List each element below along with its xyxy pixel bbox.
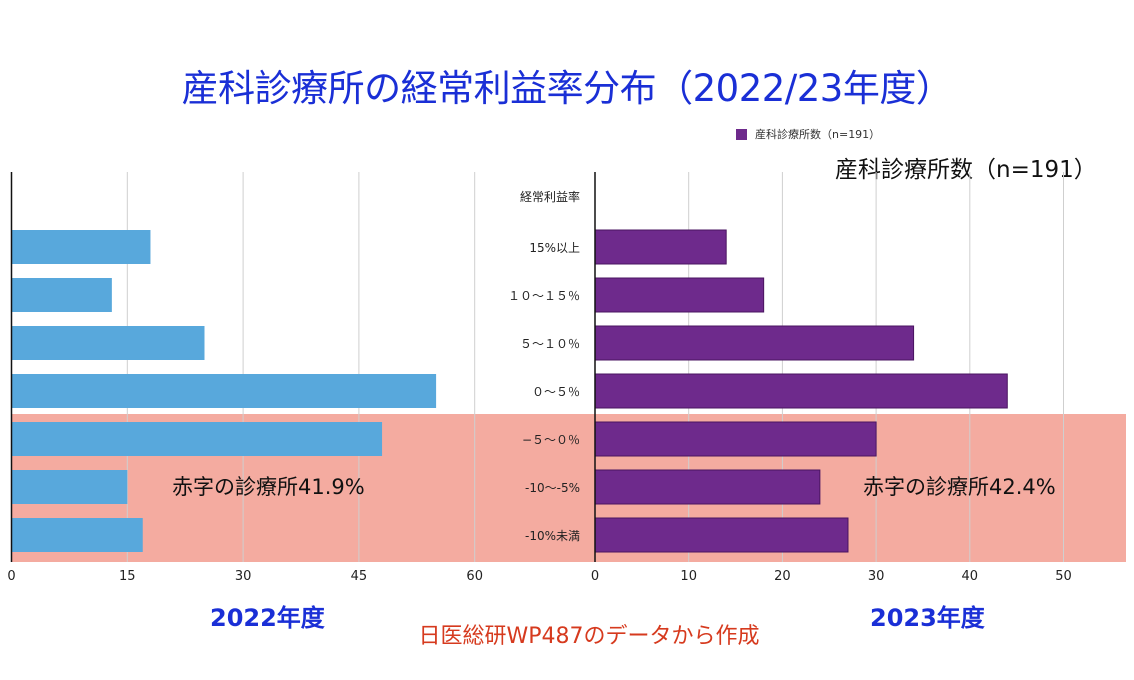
category-header: 経常利益率 — [520, 189, 580, 204]
category-label: -10%未満 — [525, 529, 580, 543]
legend: 産科診療所数（n=191） — [736, 126, 880, 142]
category-label: １０〜１５％ — [508, 289, 580, 303]
category-label: -10〜-5% — [525, 481, 580, 495]
year-label-2023: 2023年度 — [870, 604, 985, 632]
x-tick-label: 30 — [868, 569, 885, 584]
bar — [594, 277, 765, 313]
category-label: 15%以上 — [529, 241, 580, 255]
bar — [11, 278, 112, 312]
bar — [11, 518, 143, 552]
x-tick-label: 60 — [466, 569, 483, 584]
bar — [594, 421, 877, 457]
year-label-2022: 2022年度 — [210, 604, 325, 632]
category-label: ５〜１０％ — [520, 337, 580, 351]
x-tick-label: 15 — [119, 569, 136, 584]
bar — [11, 422, 383, 456]
legend-swatch — [736, 128, 747, 140]
bar — [11, 230, 151, 264]
x-tick-label: 10 — [680, 569, 697, 584]
x-tick-label: 45 — [351, 569, 368, 584]
x-tick-label: 40 — [962, 569, 979, 584]
bar — [594, 229, 727, 265]
chart-area: 0 15 30 45 60 赤字の診療所41.9% 0 10 20 30 40 50 赤字の診療所42.… — [7, 172, 1126, 584]
series-title: 産科診療所数（n=191） — [835, 157, 1097, 183]
bar — [594, 469, 821, 505]
bar — [594, 325, 915, 361]
bar — [594, 517, 849, 553]
source-note: 日医総研WP487のデータから作成 — [418, 624, 760, 649]
bar — [11, 326, 205, 360]
bar — [11, 374, 437, 408]
x-tick-label: 30 — [235, 569, 252, 584]
x-tick-label: 20 — [774, 569, 791, 584]
bar — [594, 373, 1008, 409]
deficit-annotation: 赤字の診療所42.4% — [863, 475, 1056, 499]
category-label: −５〜０％ — [522, 433, 580, 447]
x-tick-label: 0 — [591, 569, 599, 584]
legend-label: 産科診療所数（n=191） — [755, 128, 881, 141]
chart-title: 産科診療所の経常利益率分布（2022/23年度） — [181, 67, 953, 110]
category-label: ０〜５％ — [532, 385, 580, 399]
bar — [11, 470, 128, 504]
deficit-annotation: 赤字の診療所41.9% — [172, 475, 365, 499]
x-tick-label: 50 — [1055, 569, 1072, 584]
x-tick-label: 0 — [7, 569, 15, 584]
